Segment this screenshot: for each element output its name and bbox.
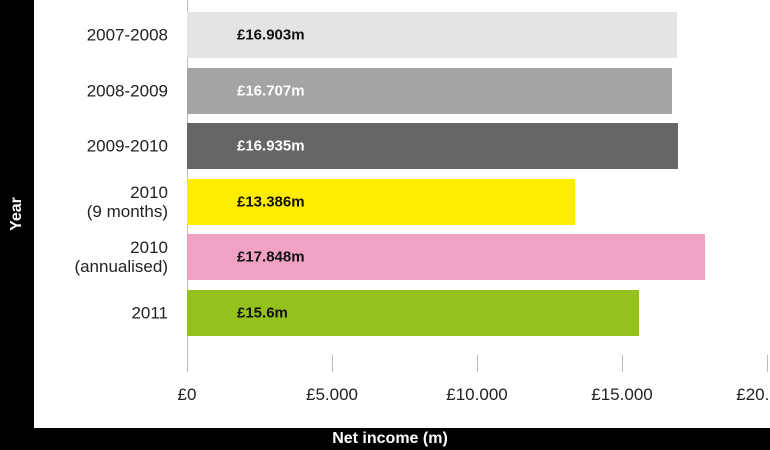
x-tick-label: £10.000 (446, 385, 508, 404)
x-tick-mark (622, 355, 623, 372)
bar (187, 123, 679, 169)
bar (187, 289, 640, 336)
bar (187, 178, 576, 225)
category-label: 2010 (9 months) (86, 182, 168, 221)
x-tick-label: £20.000 (736, 385, 770, 404)
bar (187, 12, 678, 58)
category-label: 2009-2010 (86, 136, 168, 156)
x-tick-mark (332, 355, 333, 372)
x-tick-label: £5.000 (306, 385, 358, 404)
category-label: 2007-2008 (86, 25, 168, 45)
x-tick-mark (477, 355, 478, 372)
bar (187, 234, 705, 280)
value-label: £16.707m (237, 82, 305, 99)
category-label: 2008-2009 (86, 81, 168, 100)
category-label: 2011 (131, 303, 168, 322)
value-label: £15.6m (237, 304, 288, 321)
x-axis-title: Net income (m) (332, 430, 448, 447)
x-tick-mark (767, 355, 768, 372)
value-label: £16.903m (237, 26, 305, 44)
value-label: £13.386m (237, 193, 305, 210)
x-tick-label: £0 (177, 385, 197, 404)
value-label: £16.935m (237, 137, 305, 155)
category-label: 2010 (annualised) (74, 238, 168, 276)
x-tick-label: £15.000 (591, 385, 653, 404)
bar (187, 67, 672, 114)
x-axis-band (0, 428, 770, 450)
y-axis-band (0, 0, 34, 428)
value-label: £17.848m (237, 248, 305, 266)
